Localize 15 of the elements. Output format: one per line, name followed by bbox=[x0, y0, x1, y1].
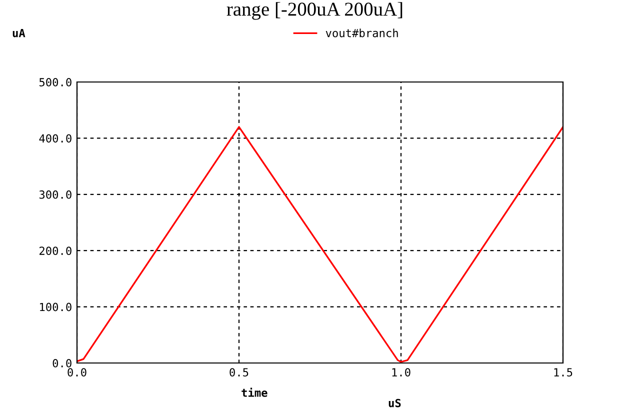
x-tick-label: 0.5 bbox=[230, 368, 248, 377]
y-tick-label: 400.0 bbox=[39, 134, 72, 143]
y-tick-label: 500.0 bbox=[39, 78, 72, 86]
x-tick-label: 1.0 bbox=[392, 368, 410, 377]
y-tick-label: 300.0 bbox=[39, 190, 72, 199]
y-tick-label: 0.0 bbox=[52, 359, 72, 368]
text: uS bbox=[388, 398, 401, 408]
x-axis-title: time bbox=[242, 388, 268, 397]
x-tick-label: 1.5 bbox=[554, 368, 572, 377]
y-axis-title: uA bbox=[12, 28, 26, 38]
x-tick-label: 0.0 bbox=[68, 368, 86, 377]
y-tick-label: 100.0 bbox=[40, 302, 72, 312]
chart-title: range [-200uA 200uA] bbox=[226, 2, 402, 20]
legend-label: vout#branch bbox=[326, 28, 398, 38]
y-tick-label: 200.0 bbox=[40, 246, 72, 256]
